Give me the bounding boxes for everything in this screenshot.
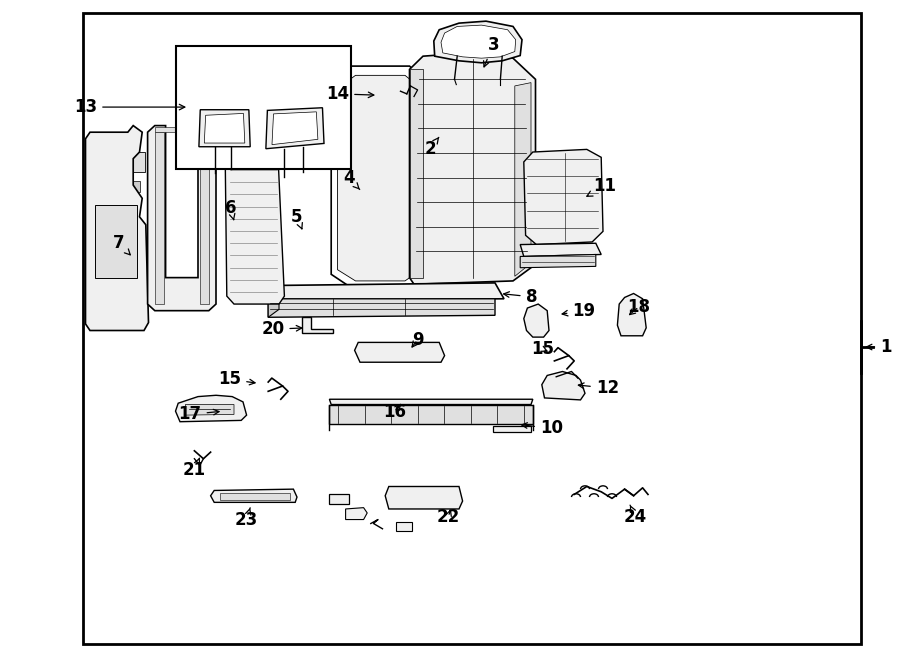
Polygon shape xyxy=(204,114,245,143)
Text: 15: 15 xyxy=(531,340,554,358)
Bar xyxy=(97,181,117,192)
Text: 4: 4 xyxy=(344,169,360,190)
Polygon shape xyxy=(396,522,412,531)
Polygon shape xyxy=(86,126,148,330)
Polygon shape xyxy=(266,108,324,149)
Bar xyxy=(176,46,351,169)
Polygon shape xyxy=(542,371,585,400)
Text: 18: 18 xyxy=(627,297,651,316)
Polygon shape xyxy=(155,127,209,132)
Polygon shape xyxy=(410,69,423,278)
Polygon shape xyxy=(176,395,247,422)
Text: 23: 23 xyxy=(235,508,258,529)
Polygon shape xyxy=(328,494,349,504)
Circle shape xyxy=(532,321,541,327)
Bar xyxy=(378,85,400,98)
Text: 8: 8 xyxy=(504,288,537,306)
Text: 6: 6 xyxy=(225,198,236,219)
Polygon shape xyxy=(220,493,290,500)
Bar xyxy=(88,152,145,172)
Text: 7: 7 xyxy=(113,234,130,255)
Text: 22: 22 xyxy=(436,508,460,526)
Text: 5: 5 xyxy=(292,208,302,229)
Polygon shape xyxy=(155,132,164,304)
Polygon shape xyxy=(520,254,596,268)
Circle shape xyxy=(392,347,407,358)
Text: 20: 20 xyxy=(261,320,302,338)
Text: 13: 13 xyxy=(74,98,184,116)
Text: 24: 24 xyxy=(624,505,647,526)
Polygon shape xyxy=(493,426,531,432)
Text: 10: 10 xyxy=(522,419,563,438)
Text: 14: 14 xyxy=(326,85,374,103)
Polygon shape xyxy=(346,508,367,520)
Polygon shape xyxy=(524,304,549,337)
Bar xyxy=(121,181,140,192)
Text: 19: 19 xyxy=(562,301,596,320)
Polygon shape xyxy=(185,405,234,415)
Circle shape xyxy=(532,311,541,317)
Text: 17: 17 xyxy=(178,405,219,424)
Polygon shape xyxy=(524,149,603,245)
Text: 1: 1 xyxy=(867,338,892,356)
Polygon shape xyxy=(268,299,495,317)
Polygon shape xyxy=(385,486,463,509)
Text: 12: 12 xyxy=(579,379,619,397)
Polygon shape xyxy=(434,21,522,63)
Text: 2: 2 xyxy=(425,137,439,158)
Polygon shape xyxy=(410,53,536,284)
Polygon shape xyxy=(211,489,297,502)
Polygon shape xyxy=(331,66,432,288)
Text: 3: 3 xyxy=(483,36,499,67)
Circle shape xyxy=(411,87,424,96)
Text: 15: 15 xyxy=(218,370,255,389)
Polygon shape xyxy=(225,134,284,304)
Polygon shape xyxy=(355,342,445,362)
Polygon shape xyxy=(95,205,137,278)
Polygon shape xyxy=(338,75,425,281)
Polygon shape xyxy=(272,112,318,145)
Text: 21: 21 xyxy=(183,458,206,479)
Polygon shape xyxy=(329,405,533,424)
Polygon shape xyxy=(441,25,516,58)
Text: 9: 9 xyxy=(412,330,423,349)
Polygon shape xyxy=(268,283,504,301)
Polygon shape xyxy=(520,243,601,256)
Polygon shape xyxy=(148,126,216,311)
Bar xyxy=(83,13,861,644)
Text: 16: 16 xyxy=(382,403,406,421)
Polygon shape xyxy=(617,293,646,336)
Polygon shape xyxy=(329,399,533,405)
Polygon shape xyxy=(515,83,531,276)
Polygon shape xyxy=(268,292,279,317)
Polygon shape xyxy=(302,317,333,333)
Text: 11: 11 xyxy=(587,177,617,196)
Polygon shape xyxy=(199,110,250,147)
Polygon shape xyxy=(200,132,209,304)
